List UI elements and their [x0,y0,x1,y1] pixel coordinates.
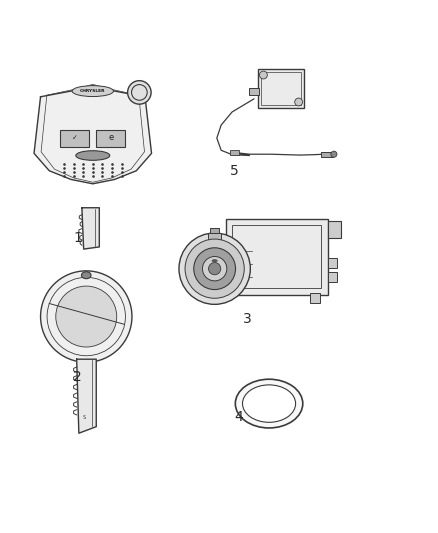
Text: e: e [108,133,113,142]
Circle shape [202,256,227,281]
Circle shape [41,271,132,362]
Ellipse shape [72,86,113,96]
Ellipse shape [81,272,91,279]
Ellipse shape [76,151,110,160]
Circle shape [259,71,267,79]
Bar [226,219,328,295]
Bar [258,69,304,108]
Text: CHRYSLER: CHRYSLER [80,88,106,93]
Text: 1: 1 [73,231,82,245]
Bar [321,151,333,157]
Circle shape [295,98,303,106]
Bar [261,72,301,105]
Bar [249,88,259,94]
Bar [208,232,221,240]
Circle shape [179,233,251,304]
Bar [311,293,320,303]
Circle shape [331,151,337,157]
Bar [328,258,336,268]
Bar [328,272,336,282]
Bar [230,150,239,155]
Text: 4: 4 [234,410,243,424]
Ellipse shape [235,379,303,428]
Bar [210,228,219,232]
Ellipse shape [212,260,217,262]
Bar [328,221,341,238]
Circle shape [56,286,117,347]
Polygon shape [77,359,96,433]
Bar [232,225,321,288]
Circle shape [185,239,244,298]
Polygon shape [34,86,152,184]
Circle shape [194,248,236,289]
Text: 5: 5 [230,164,239,177]
Bar [60,130,89,147]
Bar [96,130,125,147]
Text: S: S [82,415,86,421]
Ellipse shape [243,385,296,422]
Text: 3: 3 [243,312,252,326]
Polygon shape [82,208,99,249]
Circle shape [127,80,151,104]
Text: 2: 2 [73,370,82,384]
Text: ✓: ✓ [71,135,78,141]
Circle shape [208,263,221,275]
